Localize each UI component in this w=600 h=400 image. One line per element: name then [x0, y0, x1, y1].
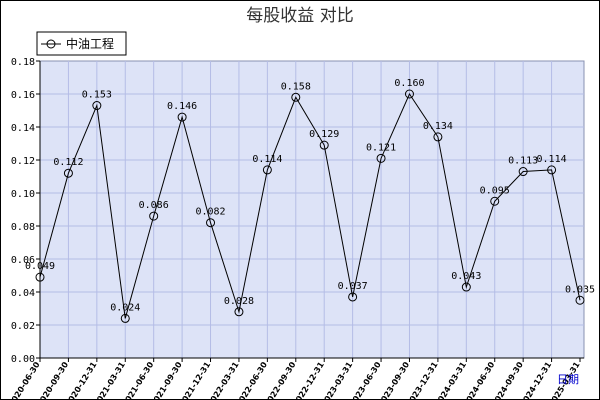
grid-lines	[40, 61, 584, 358]
data-label: 0.134	[423, 121, 453, 132]
plot-area	[39, 60, 585, 359]
series-line	[39, 92, 581, 319]
legend-circle-marker	[46, 39, 56, 49]
axes	[36, 60, 584, 362]
data-label: 0.049	[25, 261, 55, 272]
legend-series-label: 中油工程	[66, 36, 114, 51]
x-axis-ticks: 2020-06-302020-09-302020-12-312021-03-31…	[7, 360, 582, 400]
data-point	[234, 307, 244, 317]
data-label: 0.129	[309, 129, 339, 140]
data-point	[490, 196, 500, 206]
y-tick-label: 0.00	[11, 354, 35, 365]
series-layer	[35, 89, 585, 323]
legend-box	[36, 31, 127, 56]
data-point	[433, 132, 443, 142]
data-label: 0.035	[565, 284, 595, 295]
y-tick-label: 0.06	[11, 255, 35, 266]
data-point	[575, 295, 585, 305]
data-point	[177, 112, 187, 122]
data-labels: 0.049 0.112 0.153 0.024 0.086 0.146 0.082 0.028…	[25, 78, 595, 313]
data-point	[120, 313, 130, 323]
data-label: 0.153	[82, 90, 112, 101]
y-tick-label: 0.18	[11, 57, 35, 68]
data-point	[262, 165, 272, 175]
data-point	[547, 165, 557, 175]
data-label: 0.086	[139, 200, 169, 211]
data-point	[404, 89, 414, 99]
y-tick-label: 0.16	[11, 90, 35, 101]
chart-title: 每股收益 对比	[246, 6, 353, 26]
data-label: 0.114	[537, 154, 567, 165]
data-label: 0.082	[195, 207, 225, 218]
data-label: 0.095	[480, 185, 510, 196]
data-point	[319, 140, 329, 150]
y-tick-label: 0.12	[11, 156, 35, 167]
data-point	[291, 92, 301, 102]
data-label: 0.121	[366, 142, 396, 153]
data-point	[92, 101, 102, 111]
data-point	[206, 218, 216, 228]
data-label: 0.112	[53, 157, 83, 168]
data-label: 0.043	[451, 271, 481, 282]
legend[interactable]: 中油工程	[36, 31, 127, 56]
data-label: 0.024	[110, 302, 140, 313]
y-axis-ticks: 0.00 0.02 0.04 0.06 0.08 0.10 0.12 0.14 0.16 0.18	[11, 57, 35, 365]
data-label: 0.146	[167, 101, 197, 112]
data-point	[461, 282, 471, 292]
data-label: 0.028	[224, 296, 254, 307]
x-tick-label: 2020-06-30	[7, 360, 42, 400]
data-point	[376, 153, 386, 163]
data-label: 0.113	[508, 156, 538, 167]
x-axis-title: 日期	[557, 373, 579, 386]
data-point	[348, 292, 358, 302]
y-tick-label: 0.10	[11, 189, 35, 200]
data-point	[35, 272, 45, 282]
data-label: 0.158	[281, 81, 311, 92]
y-tick-label: 0.04	[11, 288, 35, 299]
y-tick-label: 0.08	[11, 222, 35, 233]
y-tick-label: 0.14	[11, 123, 35, 134]
y-tick-label: 0.02	[11, 321, 35, 332]
data-label: 0.114	[252, 154, 282, 165]
data-point	[149, 211, 159, 221]
data-point	[63, 168, 73, 178]
data-label: 0.160	[394, 78, 424, 89]
data-point	[518, 167, 528, 177]
data-label: 0.037	[338, 281, 368, 292]
